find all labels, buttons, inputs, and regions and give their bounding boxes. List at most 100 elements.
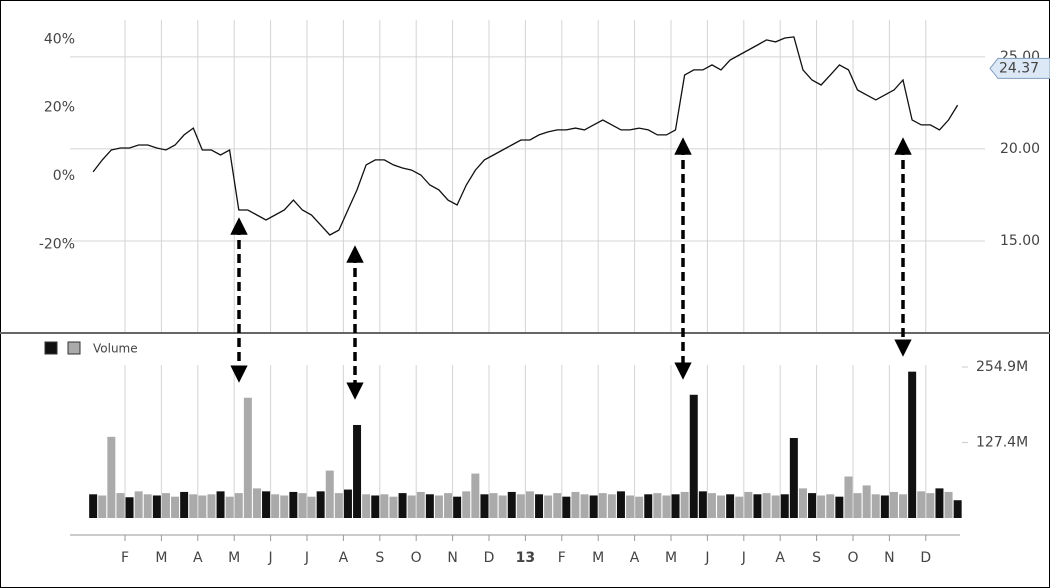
x-tick-label: J <box>268 550 273 566</box>
volume-bar <box>771 495 780 518</box>
volume-bar <box>307 496 316 518</box>
volume-bar <box>735 496 744 518</box>
x-tick-label: J <box>304 550 309 566</box>
y-tick-label: 254.9M <box>976 359 1028 375</box>
volume-bar <box>234 493 243 518</box>
x-tick-label: D <box>484 550 495 566</box>
volume-bar <box>407 495 416 518</box>
volume-bar <box>744 491 753 518</box>
volume-bar <box>434 495 443 518</box>
volume-bar <box>198 495 207 518</box>
volume-bar <box>562 496 571 518</box>
volume-bar <box>371 495 380 518</box>
x-tick-label: 13 <box>516 550 535 566</box>
volume-bar <box>262 491 271 518</box>
volume-bar <box>698 491 707 518</box>
volume-bar <box>216 491 225 518</box>
volume-bar <box>780 494 789 518</box>
x-tick-label: S <box>375 550 384 566</box>
volume-bar <box>225 496 234 518</box>
volume-bar <box>489 493 498 518</box>
volume-bar <box>798 488 807 518</box>
volume-bar <box>880 495 889 518</box>
volume-bar <box>416 491 425 518</box>
volume-bar <box>462 491 471 518</box>
y-tick-label: 127.4M <box>976 435 1028 451</box>
volume-bar <box>808 493 817 518</box>
volume-bar <box>908 371 917 518</box>
volume-bar <box>635 496 644 518</box>
y2-tick-label: -20% <box>39 236 75 252</box>
volume-bar <box>899 494 908 518</box>
volume-bar <box>271 494 280 518</box>
volume-bar <box>889 491 898 518</box>
volume-bar <box>826 494 835 518</box>
volume-bar <box>616 491 625 518</box>
legend-label: Volume <box>93 342 138 356</box>
plot: 15.0020.0025.00-20%0%20%40%24.37127.4M25… <box>0 20 1050 566</box>
volume-bar <box>926 493 935 518</box>
x-tick-label: A <box>630 550 640 566</box>
volume-bar <box>525 491 534 518</box>
volume-bar <box>607 494 616 518</box>
x-tick-label: M <box>155 550 167 566</box>
volume-bar <box>726 494 735 518</box>
x-tick-label: A <box>339 550 349 566</box>
volume-bar <box>753 494 762 518</box>
volume-bar <box>453 496 462 518</box>
x-tick-label: A <box>193 550 203 566</box>
x-tick-label: N <box>884 550 894 566</box>
volume-bar <box>553 493 562 518</box>
volume-bar <box>243 397 252 518</box>
x-tick-label: N <box>447 550 457 566</box>
volume-bar <box>252 488 261 518</box>
x-tick-label: F <box>121 550 129 566</box>
volume-bar <box>298 493 307 518</box>
volume-bar <box>853 493 862 518</box>
volume-bar <box>817 495 826 518</box>
volume-bar <box>189 494 198 518</box>
volume-bar <box>717 495 726 518</box>
volume-bar <box>89 494 98 518</box>
volume-bar <box>935 488 944 518</box>
volume-bar <box>589 495 598 518</box>
x-tick-label: O <box>847 550 858 566</box>
volume-bar <box>480 494 489 518</box>
volume-bar <box>207 494 216 518</box>
annotation-arrows <box>230 137 912 400</box>
volume-bar <box>544 495 553 518</box>
volume-bar <box>316 491 325 518</box>
volume-bar <box>498 495 507 518</box>
volume-bar <box>353 424 362 518</box>
volume-bar <box>835 496 844 518</box>
volume-bar <box>289 491 298 518</box>
y2-tick-label: 40% <box>44 31 75 47</box>
volume-bar <box>571 491 580 518</box>
volume-bar <box>116 493 125 518</box>
volume-bar <box>334 493 343 518</box>
x-tick-label: J <box>741 550 746 566</box>
volume-bar <box>844 476 853 518</box>
volume-bar <box>143 494 152 518</box>
y2-tick-label: 20% <box>44 100 75 116</box>
volume-bar <box>762 493 771 518</box>
x-tick-label: J <box>704 550 709 566</box>
volume-bar <box>180 491 189 518</box>
legend-swatch <box>44 341 58 355</box>
volume-bar <box>125 497 134 518</box>
volume-bar <box>425 494 434 518</box>
x-tick-label: M <box>228 550 240 566</box>
y2-tick-label: 0% <box>53 168 75 184</box>
volume-bar <box>707 493 716 518</box>
volume-bar <box>389 496 398 518</box>
volume-bar <box>644 494 653 518</box>
x-tick-label: F <box>558 550 566 566</box>
volume-bar <box>671 494 680 518</box>
x-tick-label: A <box>775 550 785 566</box>
y-tick-label: 15.00 <box>1000 233 1040 249</box>
x-tick-label: O <box>411 550 422 566</box>
volume-bar <box>171 496 180 518</box>
volume-bar <box>917 491 926 518</box>
y-tick-label: 20.00 <box>1000 141 1040 157</box>
last-price-label: 24.37 <box>999 60 1039 76</box>
